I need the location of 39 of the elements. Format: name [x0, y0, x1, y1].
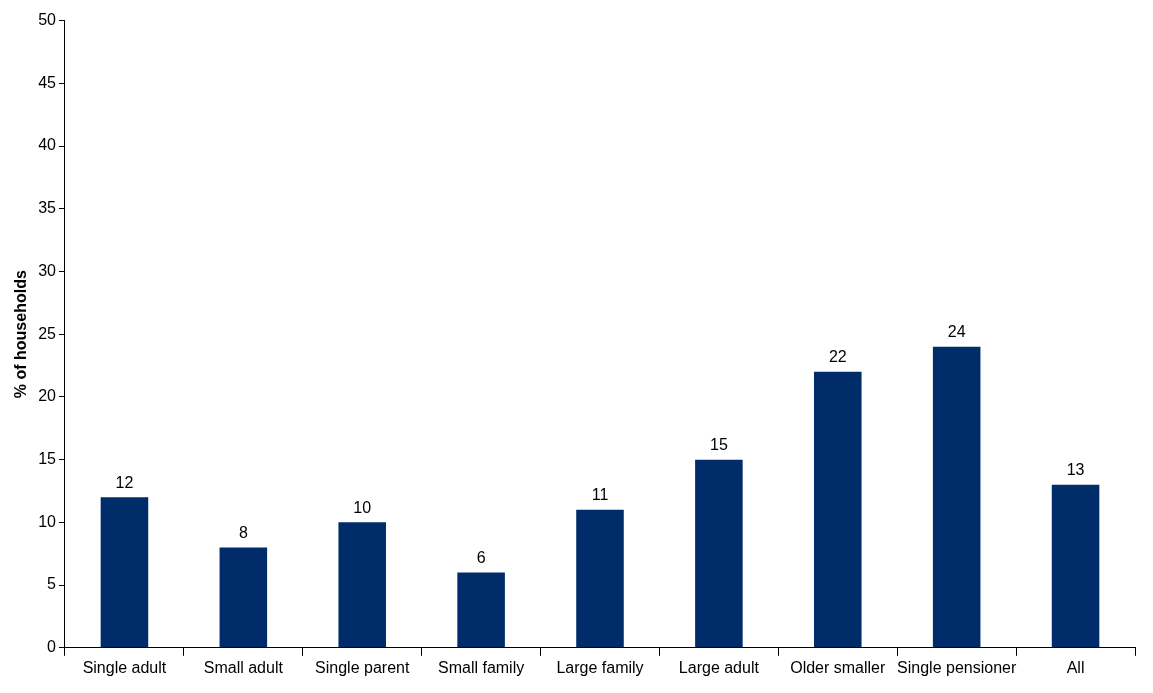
x-tick-label: Older smaller [790, 658, 887, 676]
bar [338, 522, 386, 648]
bar [457, 572, 505, 648]
bar [695, 459, 743, 648]
data-label: 11 [591, 486, 609, 504]
y-tick-label: 10 [38, 512, 57, 530]
y-tick-label: 20 [38, 387, 57, 405]
data-label: 24 [947, 323, 966, 341]
y-axis-title: % of households [12, 270, 30, 399]
data-label: 22 [828, 348, 847, 366]
x-tick-label: Large adult [678, 658, 760, 676]
data-label: 10 [353, 498, 372, 516]
x-tick-label: Small adult [203, 658, 284, 676]
x-tick-label: Small family [437, 658, 525, 676]
y-tick-label: 50 [38, 11, 57, 29]
x-tick-label: Single adult [82, 658, 167, 676]
data-label: 15 [709, 436, 728, 454]
x-tick-label: Single parent [315, 658, 410, 676]
bar [932, 346, 981, 648]
bar [219, 547, 268, 648]
y-tick-label: 35 [38, 199, 57, 217]
data-label: 8 [238, 523, 248, 541]
data-label: 6 [476, 548, 486, 566]
y-tick-label: 40 [38, 136, 57, 154]
y-tick-label: 45 [38, 73, 57, 91]
y-tick-label: 5 [47, 575, 57, 593]
y-tick-label: 0 [47, 638, 57, 656]
y-tick-label: 15 [38, 450, 57, 468]
y-tick-label: 25 [38, 324, 57, 342]
bar [1051, 484, 1100, 648]
data-label: 12 [115, 473, 134, 491]
bar [814, 371, 862, 648]
y-tick-label: 30 [38, 261, 57, 279]
bar [576, 509, 624, 648]
x-tick-label: All [1066, 658, 1085, 676]
x-tick-label: Single pensioner [897, 658, 1017, 676]
data-label: 13 [1066, 461, 1085, 479]
bar [100, 497, 149, 648]
x-tick-label: Large family [556, 658, 644, 676]
